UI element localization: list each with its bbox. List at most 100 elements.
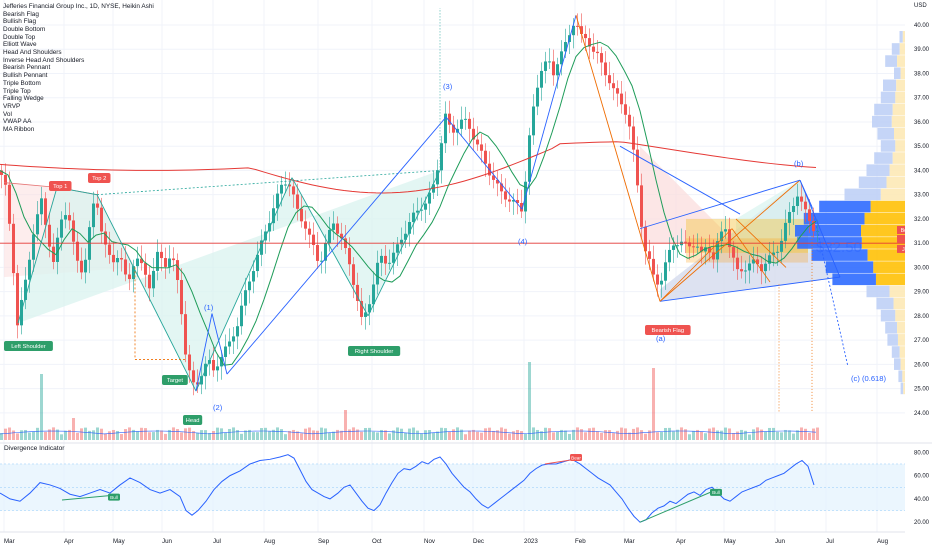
candle-body [108,244,111,255]
candle-body [796,196,799,207]
price-tick: 39.00 [914,47,930,53]
candle-body [504,191,507,200]
candle-body [0,170,3,175]
candle-body [556,64,559,76]
vrvp-bar [895,91,905,104]
legend-item[interactable]: Bearish Pennant [3,64,51,72]
vrvp-bar [899,31,903,43]
legend-item[interactable]: Inverse Head And Shoulders [3,56,85,64]
volume-bar [48,429,51,440]
candle-body [112,254,115,263]
volume-bar [92,430,95,440]
volume-bar [528,362,531,440]
candle-body [764,263,767,272]
legend-item[interactable]: Falling Wedge [3,95,44,103]
legend-item[interactable]: VRVP [3,102,21,110]
legend-item[interactable]: MA Ribbon [3,126,35,133]
candle-body [440,143,443,171]
volume-bar [524,433,527,440]
candle-body [44,198,47,225]
candle-body [300,208,303,222]
legend-item[interactable]: Double Top [3,33,36,41]
volume-bar [592,427,595,440]
candle-body [808,209,811,221]
legend-item[interactable]: VWAP AA [3,118,32,126]
candle-body [404,233,407,240]
volume-bar [96,427,99,440]
pattern-line [17,187,58,324]
volume-bar [456,427,459,440]
candle-body [560,51,563,65]
vrvp-bar [867,249,905,261]
volume-bar [652,368,655,440]
time-tick: Aug [264,538,276,545]
candle-body [724,229,727,232]
candle-body [380,255,383,263]
volume-bar [272,429,275,440]
vrvp-bar [866,164,890,176]
legend-item[interactable]: Triple Top [3,87,31,95]
volume-bar [492,430,495,440]
volume-bar [664,427,667,440]
currency-label: USD [914,3,927,9]
volume-bar [88,430,91,440]
candle-body [116,258,119,263]
legend-item[interactable]: Bullish Flag [3,18,37,26]
legend-item[interactable]: Triple Bottom [3,79,41,87]
volume-bar [304,428,307,440]
vrvp-bar [880,91,896,104]
candle-body [620,93,623,105]
volume-bar [796,430,799,440]
legend-item[interactable]: Vol [3,110,12,118]
time-tick: Feb [575,538,586,545]
top2-label-text: Top 2 [92,176,106,182]
volume-bar [160,430,163,440]
legend-item[interactable]: Bullish Pennant [3,72,48,80]
volume-bar [100,428,103,440]
left-shoulder-label-bg [4,341,53,351]
candle-body [536,87,539,107]
pattern-line [195,177,293,392]
volume-bar [620,427,623,440]
legend-item[interactable]: Elliott Wave [3,41,37,49]
yellow-box [686,218,808,253]
chart-title: Jefferies Financial Group Inc., 1D, NYSE… [3,3,154,10]
volume-bar [708,428,711,440]
volume-bar [120,434,123,440]
candle-body [180,280,183,315]
pattern-line [445,116,523,210]
pattern-line [226,116,447,375]
right-shoulder-label-bg [348,346,401,356]
volume-bar [328,432,331,440]
volume-bar [184,428,187,440]
volume-bar [812,428,815,440]
volume-bar [660,432,663,440]
candle-body [788,211,791,223]
volume-bar [156,429,159,440]
vrvp-bar [900,382,904,395]
volume-bar [444,428,447,440]
volume-bar [232,427,235,440]
price-tick: 35.00 [914,144,930,150]
candle-body [392,252,395,263]
legend-item[interactable]: Head And Shoulders [3,49,62,56]
price-tick: 34.00 [914,168,930,174]
candle-body [328,229,331,244]
pattern-line [659,276,841,302]
candle-body [564,42,567,52]
time-tick: Mar [4,538,15,545]
candle-body [732,247,735,258]
volume-bar [792,433,795,440]
volume-bar [800,427,803,440]
vrvp-bar [889,285,905,298]
volume-bar [356,429,359,440]
legend-item[interactable]: Double Bottom [3,25,46,33]
volume-bar [692,430,695,440]
legend-item[interactable]: Bearish Flag [3,10,39,18]
candle-body [452,124,455,133]
vrvp-bar [891,43,900,55]
wave-3-label: (3) [443,82,453,91]
price-tick: 26.00 [914,362,930,368]
